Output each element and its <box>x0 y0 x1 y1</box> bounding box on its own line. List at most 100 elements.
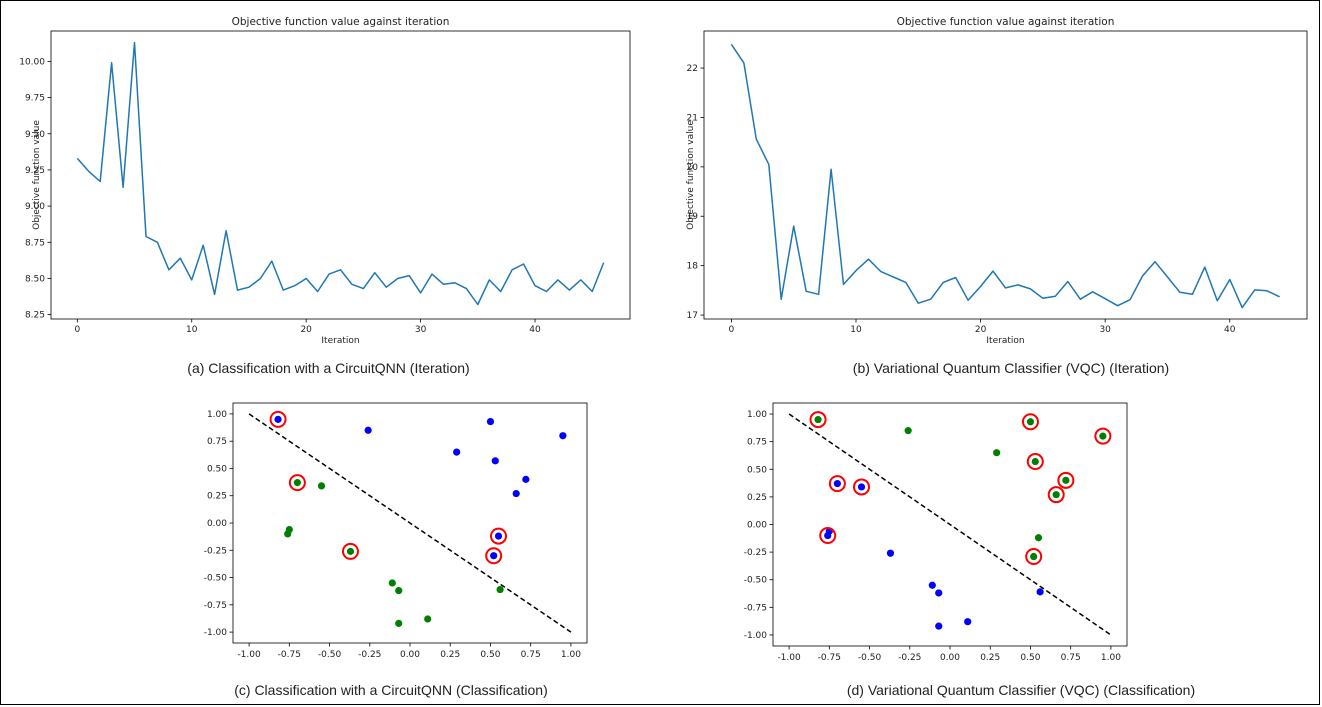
data-point <box>1034 534 1043 542</box>
data-point <box>559 432 567 440</box>
y-tick-label: 0.25 <box>207 492 227 502</box>
y-tick-label: 8.25 <box>25 311 45 321</box>
series-line <box>730 43 1280 309</box>
x-tick-label: -1.00 <box>237 650 261 660</box>
y-tick-label: 0.75 <box>747 438 767 448</box>
y-tick-label: 20 <box>687 163 699 173</box>
y-tick-label: 1.00 <box>747 410 767 420</box>
y-tick-label: 0.50 <box>747 465 767 475</box>
x-tick-label: -0.75 <box>278 650 301 660</box>
y-tick-label: -1.00 <box>744 631 768 641</box>
misclassified-ring <box>1025 548 1043 566</box>
data-point <box>993 449 1001 457</box>
x-tick-label: 0.00 <box>940 653 960 663</box>
y-tick-label: 9.00 <box>25 202 45 212</box>
x-tick-label: -0.50 <box>318 650 342 660</box>
x-tick-label: 10 <box>850 325 862 335</box>
y-tick-label: 0.25 <box>747 493 767 503</box>
y-tick-label: -0.75 <box>744 603 767 613</box>
data-point <box>833 480 841 488</box>
data-point <box>964 618 972 626</box>
data-point <box>512 489 520 498</box>
decision-boundary <box>248 413 572 633</box>
data-point <box>490 552 498 560</box>
misclassified-ring <box>269 410 287 428</box>
x-tick-label: 30 <box>415 325 427 335</box>
misclassified-ring <box>485 547 503 565</box>
x-tick-label: 0.50 <box>480 650 500 660</box>
y-tick-label: 0.00 <box>207 519 227 529</box>
x-axis-label: Iteration <box>986 336 1024 346</box>
x-tick-label: 10 <box>186 325 198 335</box>
data-point <box>293 479 301 487</box>
y-tick-label: 10.00 <box>19 57 45 67</box>
x-tick-label: 40 <box>529 325 541 335</box>
data-point <box>364 426 372 434</box>
x-tick-label: 0.50 <box>1020 653 1040 663</box>
x-tick-label: 0.25 <box>980 653 1000 663</box>
y-tick-label: -0.25 <box>204 546 227 556</box>
misclassified-ring <box>819 527 837 545</box>
y-tick-label: -0.50 <box>744 576 768 586</box>
y-tick-label: 1.00 <box>207 410 227 420</box>
plot-frame <box>772 402 1128 647</box>
y-tick-label: 19 <box>687 212 699 222</box>
x-tick-label: 40 <box>1224 325 1236 335</box>
plot-frame <box>232 402 588 644</box>
data-point <box>496 585 504 594</box>
x-tick-label: -1.00 <box>777 653 801 663</box>
y-tick-label: 9.75 <box>25 94 45 104</box>
data-point <box>1026 418 1035 426</box>
y-tick-label: -0.25 <box>744 548 767 558</box>
y-tick-label: 21 <box>687 113 698 123</box>
data-point <box>346 547 355 555</box>
misclassified-ring <box>1057 471 1075 489</box>
data-point <box>886 549 895 557</box>
caption-c: (c) Classification with a CircuitQNN (Cl… <box>234 682 548 698</box>
misclassified-ring <box>341 542 359 560</box>
data-point <box>486 417 495 426</box>
data-point <box>904 427 912 435</box>
data-point <box>1030 552 1038 561</box>
data-point <box>1031 457 1039 466</box>
data-point <box>284 530 292 538</box>
misclassified-ring <box>1021 413 1039 431</box>
x-tick-label: 1.00 <box>561 650 581 660</box>
misclassified-ring <box>288 474 306 492</box>
data-point <box>1052 491 1060 499</box>
y-tick-label: 17 <box>687 311 698 321</box>
data-point <box>274 415 282 423</box>
y-axis-label: Objective function value <box>32 120 42 230</box>
y-tick-label: 0.00 <box>747 521 767 531</box>
misclassified-ring <box>809 411 827 429</box>
data-point <box>453 448 461 456</box>
x-tick-label: -0.50 <box>858 653 882 663</box>
y-tick-label: 9.50 <box>25 130 45 140</box>
misclassified-ring <box>490 527 507 545</box>
y-tick-label: 22 <box>687 64 698 74</box>
misclassified-ring <box>1094 427 1112 445</box>
y-tick-label: 9.25 <box>25 166 45 176</box>
y-tick-label: 0.75 <box>207 437 227 447</box>
decision-boundary <box>788 413 1112 636</box>
x-tick-label: 0 <box>74 325 80 335</box>
data-point <box>424 615 432 623</box>
x-tick-label: 0.75 <box>521 650 541 660</box>
chart-title: Objective function value against iterati… <box>232 16 450 28</box>
line-chart-b: Objective function value against iterati… <box>686 16 1308 346</box>
line-chart-a: Objective function value against iterati… <box>19 16 631 346</box>
x-tick-label: 20 <box>975 325 987 335</box>
x-tick-label: 0.00 <box>400 650 420 660</box>
data-point <box>491 457 499 465</box>
x-tick-label: 20 <box>300 325 312 335</box>
x-tick-label: 0 <box>729 325 735 335</box>
caption-d: (d) Variational Quantum Classifier (VQC)… <box>846 682 1196 698</box>
data-point <box>1062 476 1070 484</box>
data-point <box>522 475 530 483</box>
data-point <box>1036 588 1044 596</box>
x-tick-label: -0.75 <box>818 653 841 663</box>
y-axis-label: Objective function value <box>686 120 696 230</box>
y-tick-label: -0.50 <box>204 574 228 584</box>
plot-frame <box>703 30 1308 320</box>
